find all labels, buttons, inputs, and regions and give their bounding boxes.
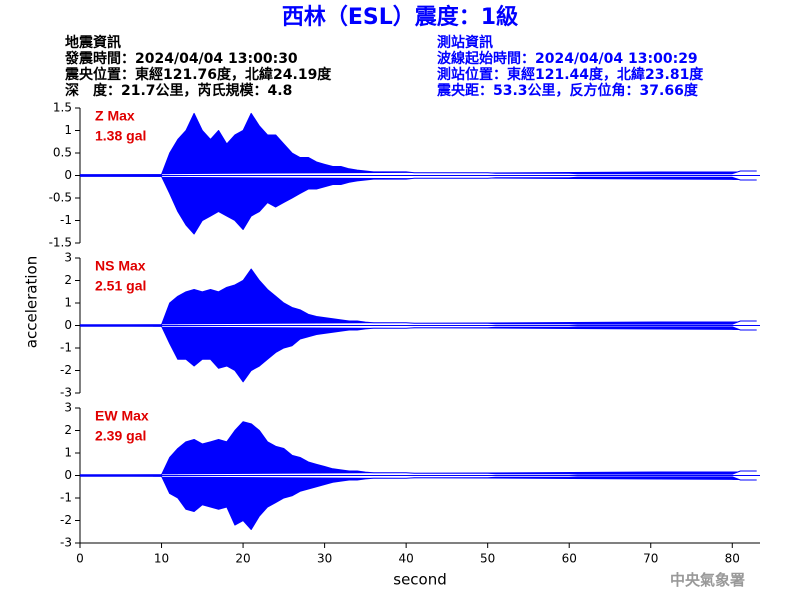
y-tick-label: -1 xyxy=(60,491,72,505)
y-tick-label: -1 xyxy=(60,341,72,355)
y-tick-label: 0 xyxy=(64,168,72,182)
info-left: 震央位置：東經121.76度，北緯24.19度 xyxy=(64,66,332,83)
x-tick-label: 0 xyxy=(76,552,84,566)
annotation: NS Max xyxy=(95,258,146,274)
y-axis-label: acceleration xyxy=(23,256,41,348)
waveform-upper xyxy=(80,112,757,176)
waveform-upper xyxy=(80,268,757,326)
y-tick-label: 0 xyxy=(64,318,72,332)
y-tick-label: -1 xyxy=(60,213,72,227)
y-tick-label: -2 xyxy=(60,363,72,377)
annotation: EW Max xyxy=(95,408,149,424)
info-right: 測站資訊 xyxy=(437,34,493,51)
y-tick-label: 0.5 xyxy=(53,146,72,160)
y-tick-label: 1 xyxy=(64,446,72,460)
x-tick-label: 60 xyxy=(562,552,577,566)
annotation: 2.39 gal xyxy=(95,428,146,444)
x-tick-label: 30 xyxy=(317,552,332,566)
y-tick-label: -1.5 xyxy=(49,236,72,250)
waveform-upper xyxy=(80,421,757,476)
y-tick-label: 1 xyxy=(64,123,72,137)
x-tick-label: 80 xyxy=(725,552,740,566)
x-tick-label: 20 xyxy=(235,552,250,566)
info-right: 震央距：53.3公里，反方位角：37.66度 xyxy=(436,82,699,99)
y-tick-label: -3 xyxy=(60,386,72,400)
y-tick-label: -2 xyxy=(60,513,72,527)
info-left: 深 度：21.7公里，芮氏規模：4.8 xyxy=(65,82,292,99)
credit: 中央氣象署 xyxy=(670,571,745,589)
waveform-lower xyxy=(80,175,757,235)
info-left: 發震時間：2024/04/04 13:00:30 xyxy=(64,50,298,67)
waveform-lower xyxy=(80,475,757,530)
info-right: 波線起始時間：2024/04/04 13:00:29 xyxy=(437,50,698,67)
x-axis-label: second xyxy=(393,571,447,589)
waveform-lower xyxy=(80,325,757,383)
y-tick-label: 1.5 xyxy=(53,101,72,115)
info-right: 測站位置：東經121.44度，北緯23.81度 xyxy=(437,66,704,83)
chart-title: 西林（ESL）震度：1級 xyxy=(282,4,518,30)
info-left: 地震資訊 xyxy=(65,34,121,51)
x-tick-label: 70 xyxy=(643,552,658,566)
annotation: 1.38 gal xyxy=(95,128,146,144)
annotation: 2.51 gal xyxy=(95,278,146,294)
x-tick-label: 10 xyxy=(154,552,169,566)
y-tick-label: -0.5 xyxy=(49,191,72,205)
annotation: Z Max xyxy=(95,108,135,124)
y-tick-label: 0 xyxy=(64,468,72,482)
y-tick-label: 2 xyxy=(64,423,72,437)
x-tick-label: 50 xyxy=(480,552,495,566)
y-tick-label: 3 xyxy=(64,251,72,265)
x-tick-label: 40 xyxy=(398,552,413,566)
y-tick-label: 3 xyxy=(64,401,72,415)
y-tick-label: 2 xyxy=(64,273,72,287)
y-tick-label: -3 xyxy=(60,536,72,550)
y-tick-label: 1 xyxy=(64,296,72,310)
